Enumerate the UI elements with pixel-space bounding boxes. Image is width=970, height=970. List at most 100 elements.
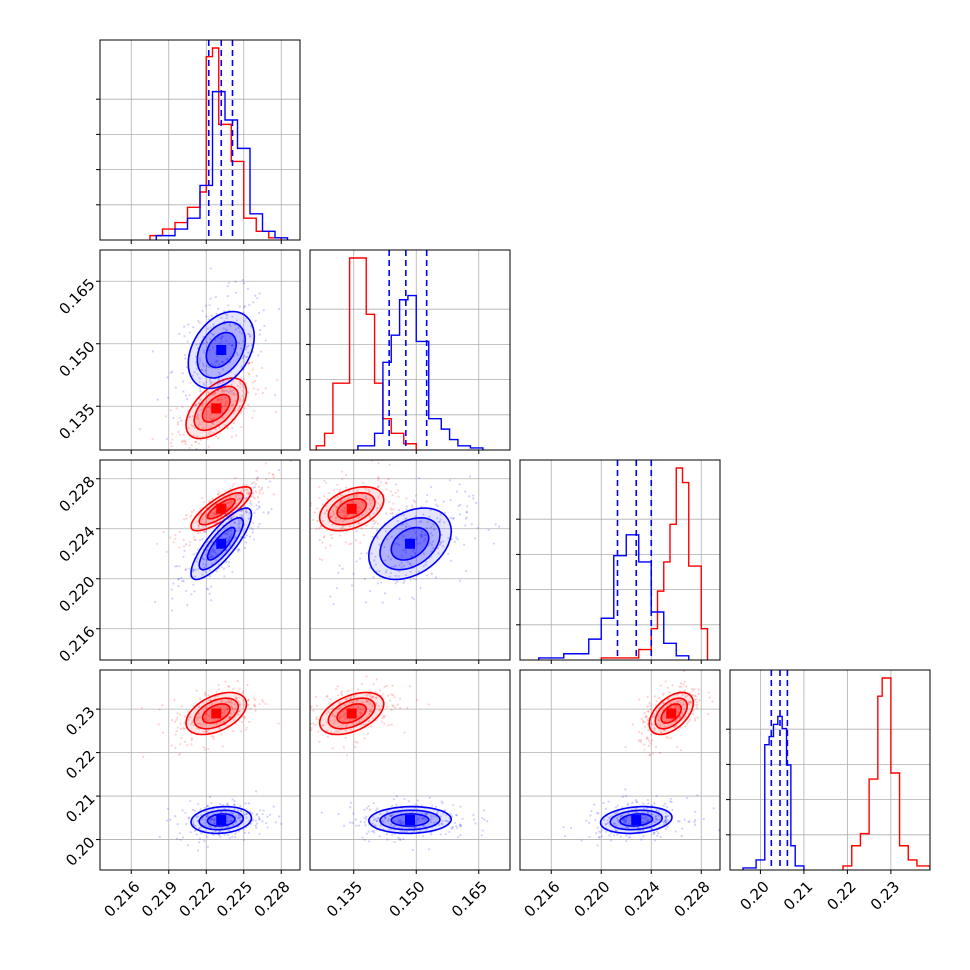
sample-point — [371, 498, 374, 501]
sample-point — [333, 715, 336, 719]
sample-point — [212, 422, 215, 426]
sample-point — [181, 372, 184, 375]
sample-point — [260, 486, 264, 489]
sample-point — [589, 814, 592, 817]
sample-point — [196, 373, 199, 376]
sample-point — [232, 392, 235, 395]
sample-point — [331, 747, 334, 750]
sample-point — [675, 745, 678, 748]
sample-point — [643, 748, 646, 751]
sample-point — [199, 539, 202, 542]
sample-point — [432, 547, 435, 550]
sample-point — [680, 685, 683, 688]
sample-point — [241, 399, 244, 402]
sample-point — [231, 485, 234, 488]
sample-point — [241, 389, 244, 392]
density-peak-1-0-series-0 — [211, 403, 222, 414]
sample-point — [224, 339, 228, 342]
sample-point — [197, 712, 200, 715]
sample-point — [197, 396, 200, 400]
sample-point — [213, 555, 216, 558]
sample-point — [693, 719, 697, 722]
sample-point — [402, 564, 405, 568]
sample-point — [412, 499, 415, 502]
sample-point — [389, 558, 392, 561]
sample-point — [378, 835, 381, 838]
sample-point — [231, 344, 234, 347]
sample-point — [227, 391, 230, 394]
sample-point — [186, 603, 189, 607]
sample-point — [235, 506, 239, 509]
sample-point — [261, 492, 264, 495]
sample-point — [391, 515, 395, 518]
sample-point — [340, 692, 343, 695]
sample-point — [351, 701, 354, 704]
sample-point — [396, 519, 399, 523]
sample-point — [174, 733, 177, 736]
sample-point — [418, 520, 421, 524]
sample-point — [391, 494, 394, 497]
sample-point — [319, 524, 323, 527]
sample-point — [255, 790, 258, 793]
sample-point — [616, 819, 620, 822]
sample-point — [184, 357, 187, 360]
sample-point — [657, 832, 660, 835]
sample-point — [180, 737, 183, 740]
sample-point — [202, 420, 205, 424]
sample-point — [194, 538, 197, 541]
sample-point — [212, 333, 215, 337]
sample-point — [363, 808, 366, 812]
sample-point — [341, 567, 344, 570]
sample-point — [234, 373, 237, 376]
sample-point — [323, 479, 326, 482]
sample-point — [651, 813, 654, 816]
sample-point — [482, 809, 485, 812]
sample-point — [243, 546, 247, 549]
sample-point — [226, 707, 229, 710]
sample-point — [669, 800, 672, 803]
sample-point — [648, 754, 651, 757]
sample-point — [667, 736, 670, 739]
sample-point — [221, 368, 225, 371]
sample-point — [334, 714, 337, 717]
sample-point — [252, 486, 255, 489]
sample-point — [356, 741, 359, 744]
sample-point — [441, 545, 445, 548]
sample-point — [225, 329, 228, 332]
sample-point — [619, 815, 622, 818]
sample-point — [627, 836, 630, 839]
panel-bg-1-1 — [310, 250, 510, 450]
sample-point — [398, 697, 402, 700]
sample-point — [248, 361, 251, 364]
sample-point — [208, 568, 211, 572]
sample-point — [356, 489, 359, 493]
sample-point — [210, 735, 213, 738]
sample-point — [357, 516, 360, 519]
sample-point — [392, 705, 395, 708]
sample-point — [226, 825, 229, 828]
sample-point — [640, 838, 643, 841]
sample-point — [377, 817, 380, 820]
sample-point — [218, 490, 221, 494]
sample-point — [198, 827, 201, 830]
sample-point — [434, 499, 437, 502]
sample-point — [244, 802, 247, 805]
sample-point — [202, 745, 205, 749]
sample-point — [236, 548, 239, 551]
sample-point — [245, 726, 248, 729]
sample-point — [644, 716, 647, 719]
sample-point — [234, 815, 238, 818]
sample-point — [204, 691, 207, 694]
sample-point — [635, 798, 638, 802]
sample-point — [231, 570, 234, 574]
sample-point — [260, 350, 263, 353]
sample-point — [272, 473, 275, 476]
sample-point — [711, 700, 714, 703]
sample-point — [455, 814, 459, 817]
panel-frame-1-0 — [99, 249, 301, 451]
sample-point — [409, 578, 412, 581]
sample-point — [398, 706, 402, 710]
sample-point — [227, 565, 231, 568]
sample-point — [420, 534, 423, 538]
sample-point — [431, 540, 434, 543]
